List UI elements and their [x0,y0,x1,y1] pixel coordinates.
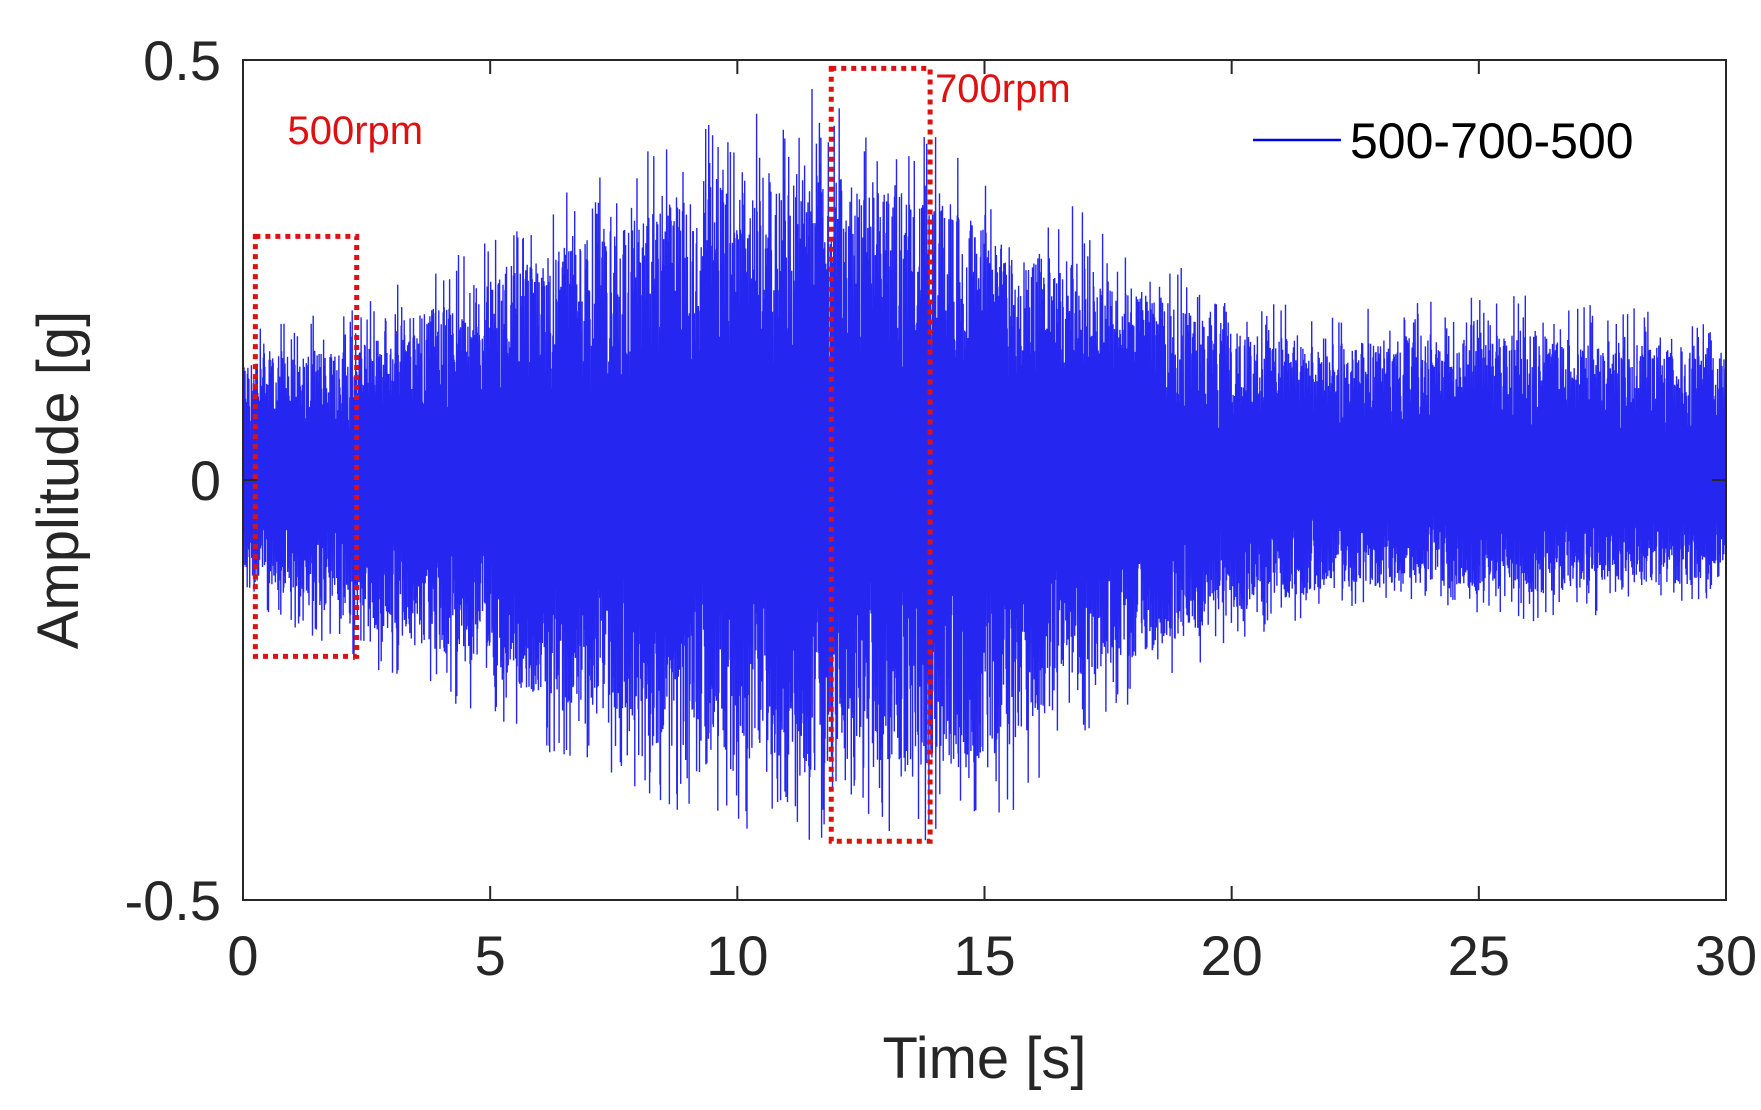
signal-line [242,88,1727,841]
x-tick-label: 5 [475,924,506,987]
annotation-label: 500rpm [287,109,423,153]
legend: 500-700-500 [1253,113,1634,169]
x-tick-label: 20 [1201,924,1263,987]
x-tick-label: 15 [953,924,1015,987]
y-axis-label: Amplitude [g] [26,311,91,650]
axis-ticks: 0 5 10 15 20 25 30-0.500.5 [125,29,1758,987]
y-tick-label: 0 [190,449,221,512]
annotation-label: 700rpm [935,67,1071,111]
annotation-box [252,233,360,659]
x-tick-label: 10 [706,924,768,987]
x-tick-label: 25 [1448,924,1510,987]
annotation-labels: 500rpm 700rpm [287,67,1070,153]
legend-label: 500-700-500 [1350,113,1634,169]
annotation-boxes [252,65,933,844]
y-tick-label: -0.5 [125,869,222,932]
x-tick-label: 30 [1695,924,1757,987]
signal-trace [242,88,1727,841]
y-tick-label: 0.5 [143,29,221,92]
x-tick-label: 0 [227,924,258,987]
x-axis-label: Time [s] [882,1026,1086,1091]
annotation-box [828,65,933,844]
